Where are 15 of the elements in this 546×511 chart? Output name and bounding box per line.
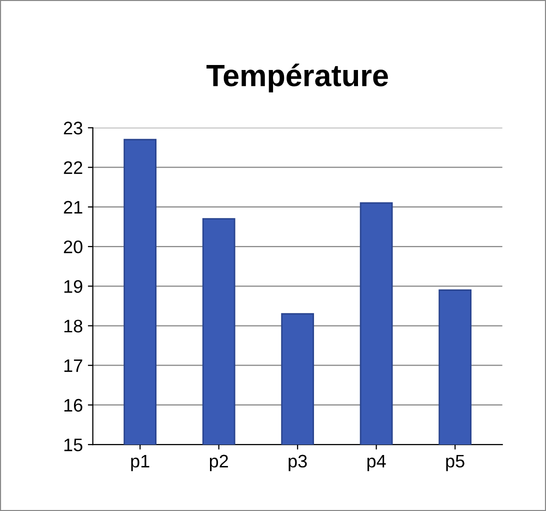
y-tick-label: 20	[64, 240, 82, 254]
x-tick-label: p5	[446, 454, 464, 472]
x-tick-label: p3	[288, 454, 307, 472]
y-tick-label: 17	[64, 359, 82, 372]
y-tick-label: 18	[64, 320, 82, 332]
x-tick-label: p1	[131, 454, 150, 472]
y-tick-label: 22	[64, 161, 82, 174]
y-tick-label: 23	[64, 122, 82, 134]
x-tick-label: p2	[210, 454, 228, 472]
y-tick-label: 16	[64, 398, 82, 412]
chart-title: Température	[206, 64, 388, 92]
x-tick-label: p4	[367, 454, 386, 472]
y-tick-label: 21	[64, 200, 82, 214]
y-tick-label: 15	[64, 438, 82, 452]
y-tick-label: 19	[64, 280, 82, 293]
